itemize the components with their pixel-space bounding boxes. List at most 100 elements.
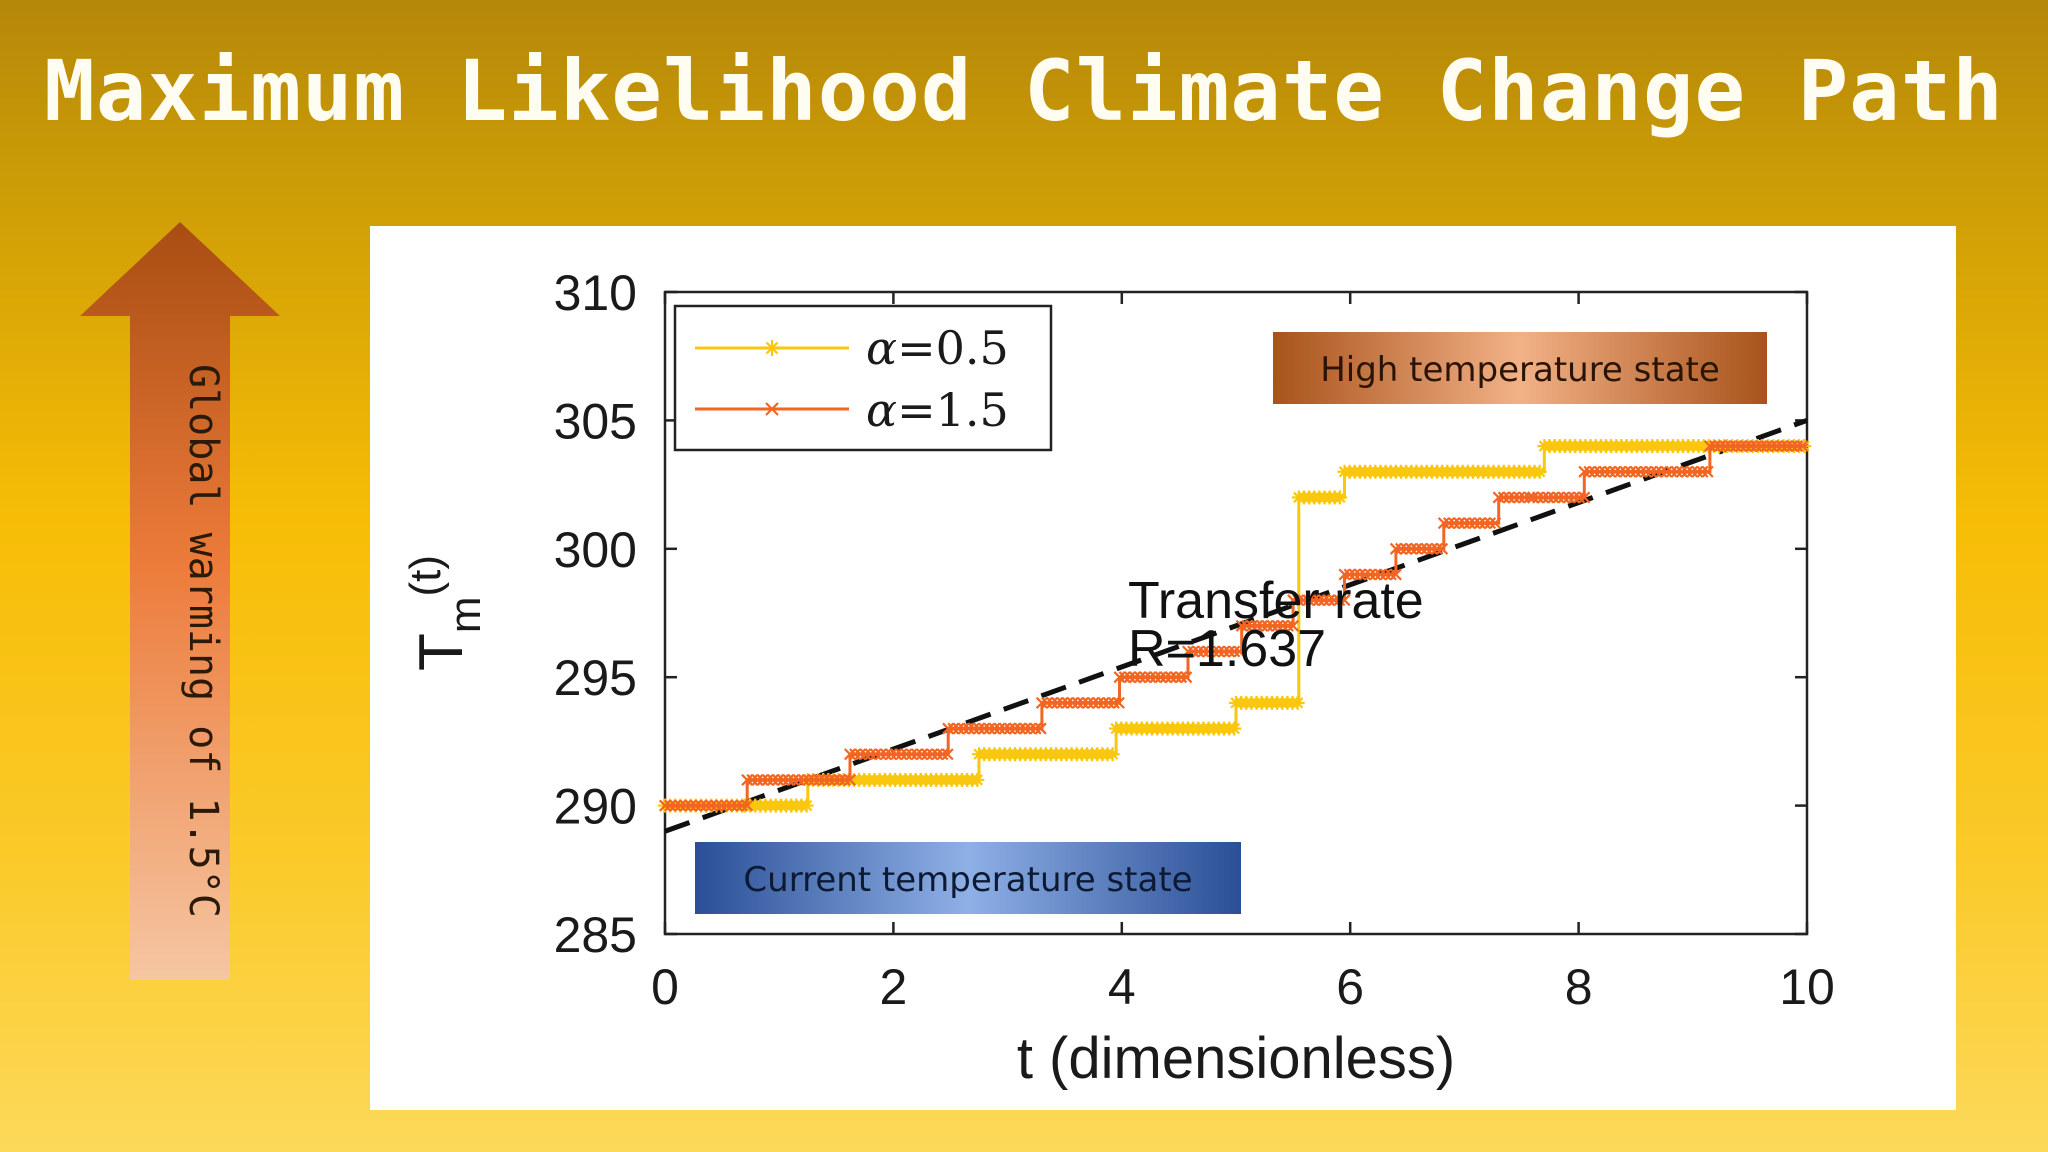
data-point [952, 722, 965, 735]
data-point [1235, 619, 1248, 632]
data-point [823, 773, 836, 786]
data-point [720, 799, 733, 812]
x-tick-label: 10 [1779, 959, 1835, 1015]
transfer-rate-label: Transfer rate [1128, 572, 1424, 630]
data-point [1051, 696, 1064, 709]
data-point [1523, 491, 1536, 504]
data-point [1629, 465, 1642, 478]
data-point [1118, 671, 1131, 684]
data-point [1159, 671, 1172, 684]
data-point [890, 748, 903, 761]
temperature-chart: 0 2 4 6 8 10 285 290 295 300 305 310 High temperat… [401, 265, 1835, 1091]
data-point [983, 722, 996, 735]
data-point [1681, 465, 1694, 478]
data-point [1436, 542, 1449, 555]
data-point [1287, 594, 1300, 607]
data-point [1281, 619, 1294, 632]
data-point [761, 773, 774, 786]
data-point [746, 773, 759, 786]
data-point [1066, 696, 1079, 709]
data-point [1497, 491, 1510, 504]
data-point [741, 799, 754, 812]
data-point [1082, 696, 1095, 709]
x-tick-label: 8 [1565, 959, 1593, 1015]
data-point [1719, 440, 1732, 453]
data-point [1290, 695, 1305, 710]
y-axis-label-suffix: (t) [401, 555, 450, 597]
data-point [1112, 696, 1125, 709]
data-point [1040, 696, 1054, 709]
data-point [1400, 542, 1413, 555]
data-point [679, 799, 692, 812]
data-point [1502, 491, 1515, 504]
data-point [1655, 465, 1668, 478]
legend-label-alpha-1-5: α=1.5 [866, 383, 1009, 437]
data-point [1046, 696, 1059, 709]
data-point [1598, 465, 1611, 478]
data-point [766, 773, 779, 786]
slide-title: Maximum Likelihood Climate Change Path [44, 42, 2004, 140]
y-tick-label: 310 [554, 265, 637, 321]
data-point [1583, 465, 1596, 478]
data-point [1526, 491, 1539, 504]
data-point [1207, 645, 1220, 658]
data-point [1739, 440, 1752, 453]
global-warming-arrow [80, 222, 280, 980]
data-point [1518, 491, 1531, 504]
data-point [1107, 696, 1120, 709]
data-point [1578, 465, 1591, 478]
data-point [941, 748, 954, 761]
current-state-box [695, 842, 1241, 914]
data-point [1645, 465, 1658, 478]
data-point [1513, 491, 1526, 504]
data-point [1786, 440, 1799, 453]
data-point [1578, 491, 1591, 504]
data-point [1056, 696, 1069, 709]
data-point [1624, 465, 1637, 478]
data-point [1430, 542, 1444, 555]
data-point [1374, 568, 1387, 581]
high-state-label: High temperature state [1320, 350, 1720, 390]
data-point [849, 748, 862, 761]
legend-value: =0.5 [897, 321, 1009, 375]
data-point [694, 799, 708, 812]
data-point [838, 773, 851, 786]
data-point [915, 748, 928, 761]
data-point [1019, 722, 1032, 735]
data-point [1532, 464, 1547, 479]
data-point [1670, 465, 1683, 478]
data-point [1035, 696, 1048, 709]
data-point [1562, 491, 1575, 504]
data-point [1292, 594, 1305, 607]
data-point [1369, 568, 1382, 581]
data-point [1750, 440, 1763, 453]
data-point [843, 773, 857, 786]
data-point [1557, 491, 1570, 504]
data-point [1307, 594, 1320, 607]
data-point [1593, 465, 1606, 478]
data-point [1389, 568, 1402, 581]
data-point [1696, 465, 1709, 478]
data-point [1691, 465, 1704, 478]
data-point [843, 748, 857, 761]
x-axis-label: t (dimensionless) [1017, 1026, 1455, 1091]
data-point [1405, 542, 1418, 555]
data-point [1024, 722, 1037, 735]
data-point [1489, 517, 1502, 530]
data-point [772, 773, 785, 786]
data-point [1703, 440, 1716, 453]
data-point [808, 773, 821, 786]
legend-marker-alpha-0-5 [764, 340, 780, 356]
data-point [1745, 440, 1758, 453]
data-point [1532, 491, 1545, 504]
trend-line [664, 418, 1808, 834]
data-point [947, 722, 960, 735]
data-point [1537, 491, 1550, 504]
data-point [859, 748, 872, 761]
high-state-box [1273, 332, 1767, 404]
data-point [1212, 645, 1225, 658]
legend-box [673, 304, 1053, 452]
data-point [1478, 517, 1491, 530]
data-point [978, 722, 991, 735]
data-point [1217, 645, 1231, 658]
